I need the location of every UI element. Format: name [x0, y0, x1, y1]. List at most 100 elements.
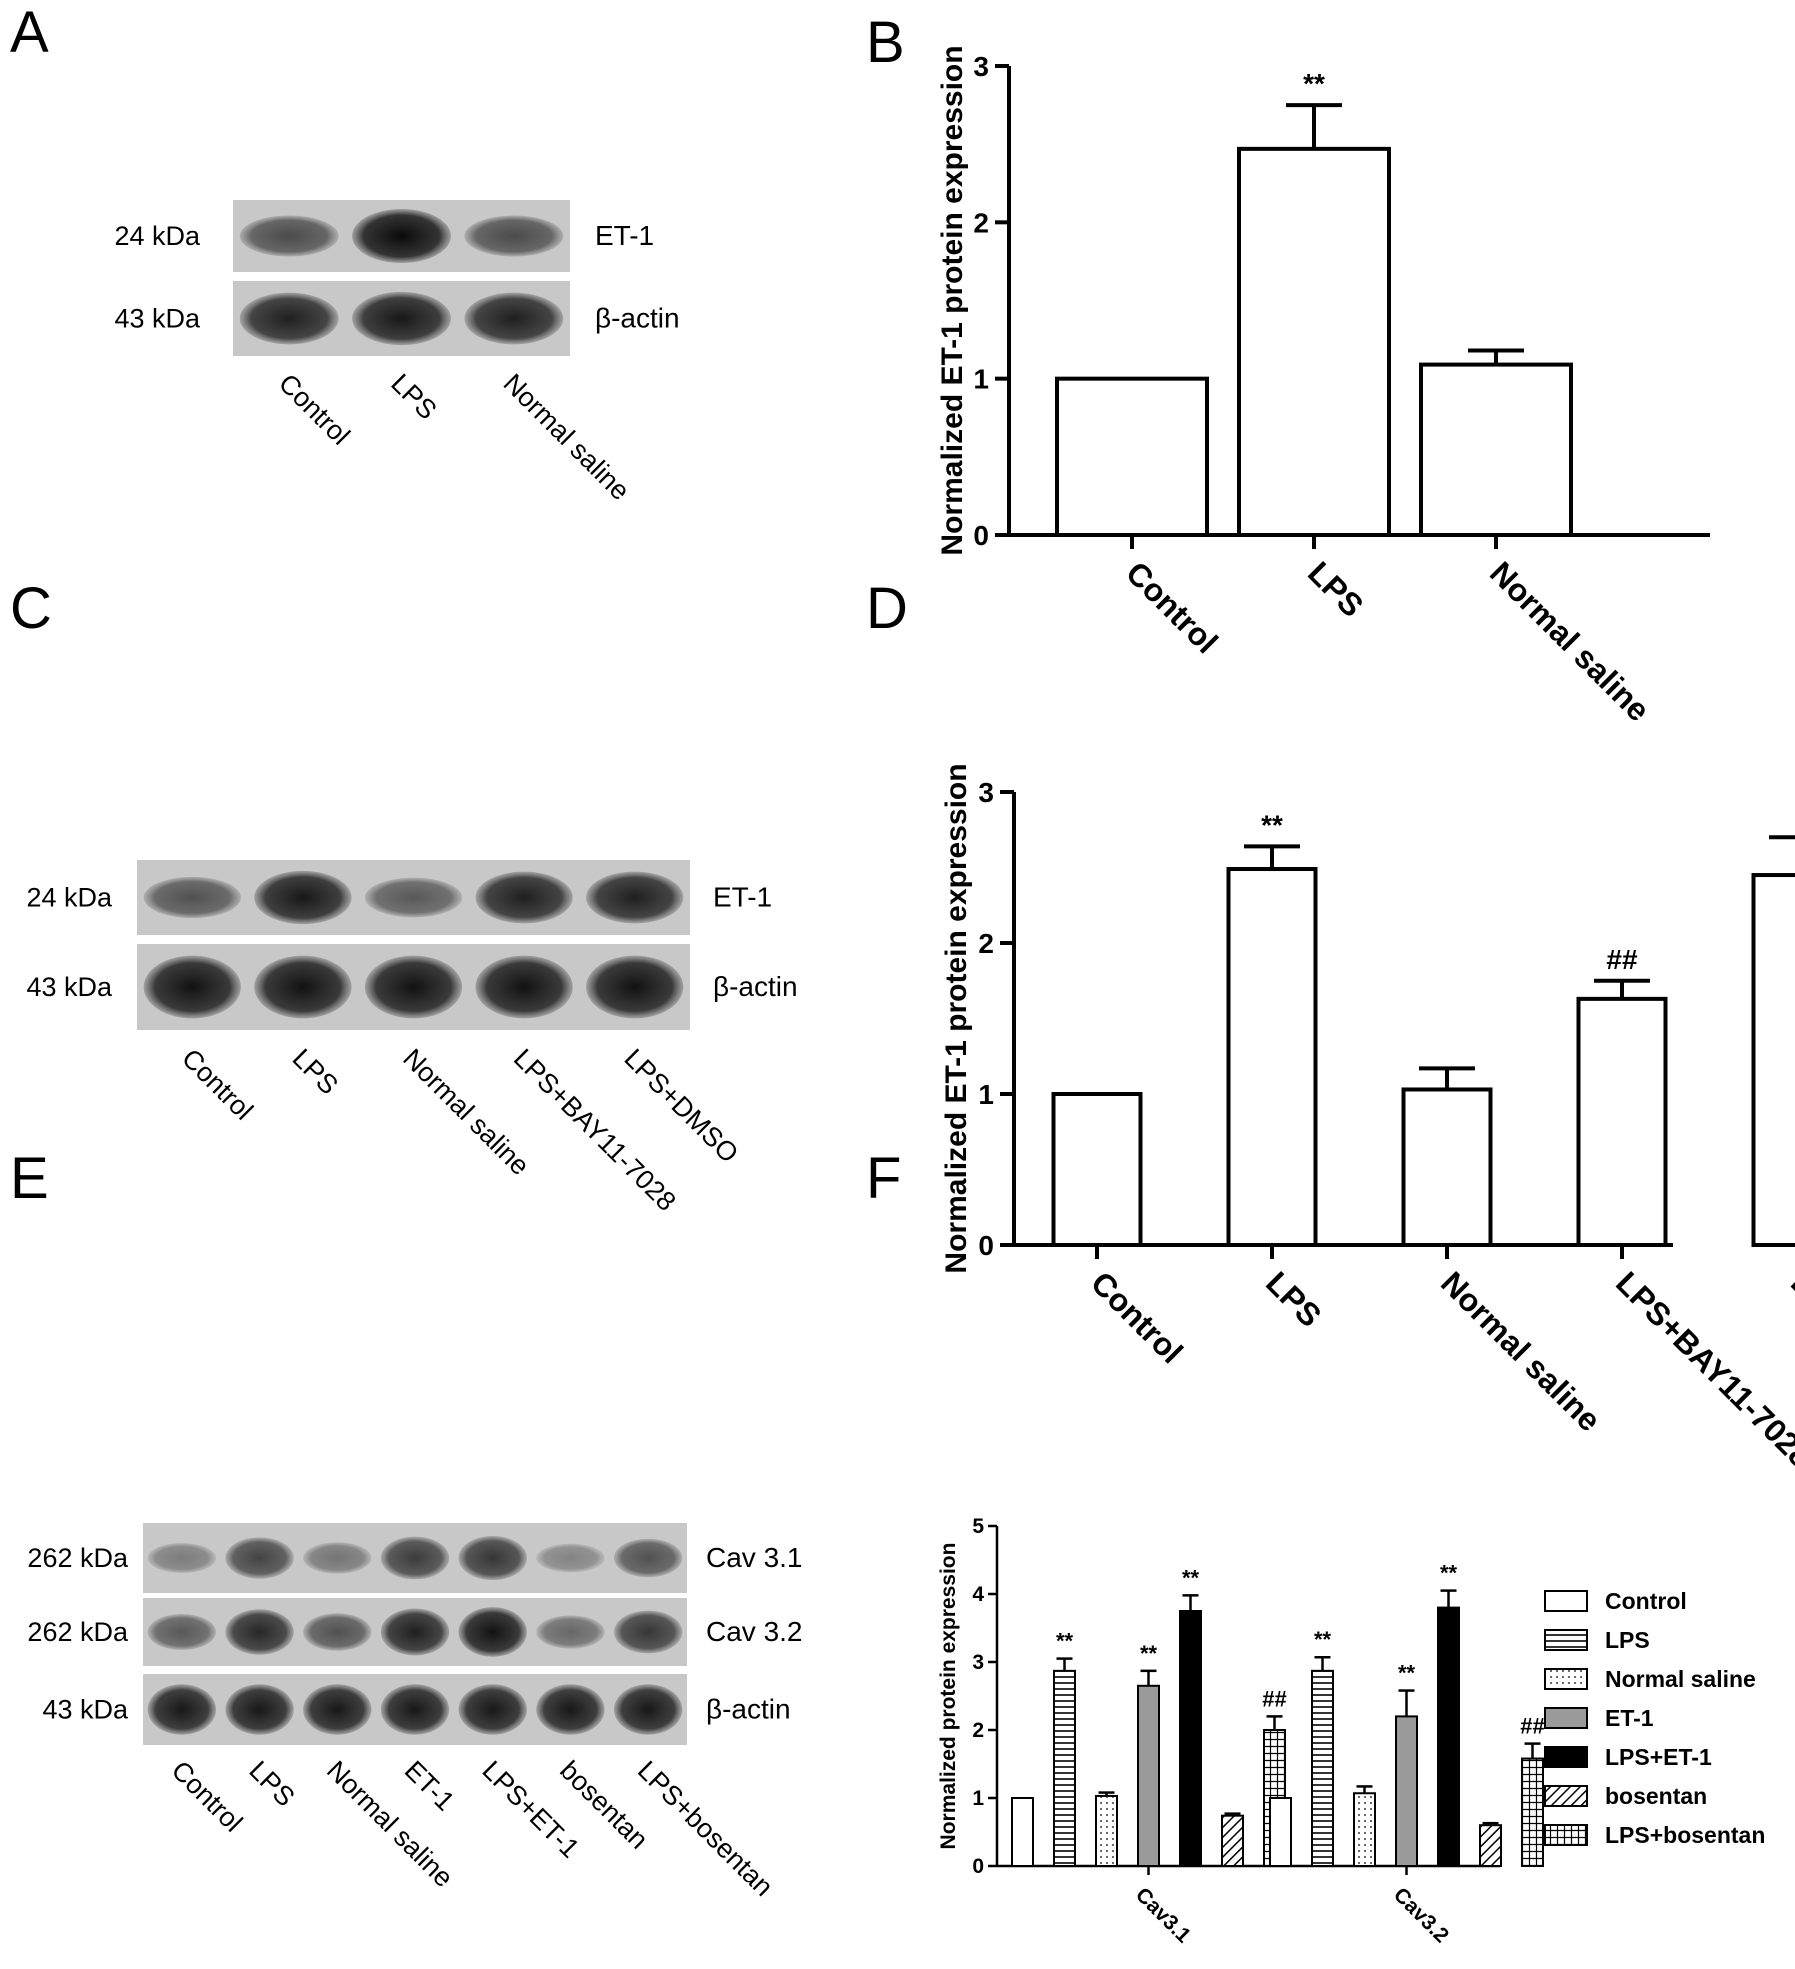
blot-band-cav-3-2-bosentan	[536, 1615, 605, 1649]
y-tick-label: 3	[973, 51, 989, 82]
lane-label-lps: LPS	[243, 1755, 300, 1812]
legend-swatch-control	[1544, 1590, 1588, 1612]
x-tick-label-lps-bay11-7028: LPS+BAY11-7028	[1609, 1264, 1795, 1474]
blot-kda-label: 24 kDa	[114, 221, 201, 251]
blot-band-cav-3-1-control	[147, 1542, 217, 1574]
lane-label-lps: LPS	[385, 368, 442, 425]
significance-et-1-cav3-2: **	[1398, 1661, 1416, 1686]
lane-label-et-1: ET-1	[399, 1755, 461, 1817]
x-tick-label-normal-saline: Normal saline	[1483, 554, 1657, 728]
x-tick-label-control: Control	[1084, 1264, 1190, 1370]
blot-band-actin-lps	[254, 955, 352, 1019]
legend-label-et-1: ET-1	[1605, 1705, 1654, 1731]
y-tick-label: 0	[973, 520, 989, 551]
western-blot-a: 24 kDa ET-1 43 kDa β-actin Control LPS Normal …	[114, 200, 680, 506]
blot-band-et-1-lps	[352, 209, 451, 263]
significance-lps-et-1-cav3-1: **	[1182, 1565, 1200, 1590]
bar-lps-et-1-cav3-1	[1179, 1610, 1202, 1867]
significance-lps-et-1-cav3-2: **	[1440, 1561, 1458, 1586]
blot-protein-label: β-actin	[595, 303, 680, 334]
bar-normal-saline-cav3-2	[1353, 1792, 1376, 1867]
bar-control-cav3-2	[1269, 1797, 1292, 1867]
y-tick-label: 1	[973, 364, 989, 395]
y-tick-label: 1	[972, 1787, 984, 1810]
y-tick-label: 2	[973, 207, 989, 238]
blot-band-cav-3-2-normal-saline	[303, 1613, 372, 1651]
significance-et-1-cav3-1: **	[1140, 1641, 1158, 1666]
blot-band-et-1-normal-saline	[364, 877, 463, 918]
x-tick-label-lps-dmso: LPS+DMSO	[1784, 1264, 1795, 1415]
lane-label-lps-bosentan: LPS+bosentan	[632, 1755, 779, 1902]
bar-chart-f: 0 1 2 3 4 5 Normalized protein expression ** ** *…	[937, 1515, 1765, 1948]
blot-band-cav-3-1-lps	[225, 1537, 294, 1579]
y-tick-label: 0	[972, 1855, 984, 1878]
y-tick-label: 2	[972, 1719, 984, 1742]
blot-band-et-1-lps-bay11-7028	[475, 871, 573, 924]
blot-band-cav-3-1-lps-et-1	[458, 1535, 527, 1581]
bar-lps-dmso	[1751, 873, 1795, 1247]
blot-band-cav-3-1-lps-bosentan	[613, 1538, 683, 1578]
lane-label-lps: LPS	[287, 1043, 344, 1100]
blot-kda-label: 43 kDa	[26, 972, 113, 1002]
significance-lps-cav3-1: **	[1056, 1629, 1074, 1654]
bar-lps-cav3-2	[1311, 1669, 1334, 1867]
blot-band-actin-normal-saline	[464, 292, 564, 345]
blot-protein-label: ET-1	[595, 220, 654, 251]
blot-kda-label: 262 kDa	[27, 1617, 129, 1647]
legend-label-lps: LPS	[1605, 1627, 1650, 1653]
significance-lps-bosentan-cav3-1: ##	[1262, 1686, 1286, 1711]
bar-lps-cav3-1	[1053, 1669, 1076, 1867]
bar-lps	[1237, 146, 1391, 538]
significance-lps-cav3-2: **	[1314, 1627, 1332, 1652]
blot-band-actin-normal-saline	[303, 1684, 372, 1735]
bar-et-1-cav3-1	[1137, 1684, 1160, 1868]
significance-lps-bay11-7028: ##	[1606, 944, 1638, 975]
legend-label-normal-saline: Normal saline	[1605, 1666, 1756, 1692]
legend-swatch-lps	[1544, 1629, 1588, 1651]
significance-lps: **	[1261, 809, 1283, 840]
y-axis-label: Normalized ET-1 protein expression	[936, 45, 969, 555]
legend-swatch-et-1	[1544, 1707, 1588, 1729]
blot-band-cav-3-1-bosentan	[536, 1543, 605, 1573]
blot-protein-label: β-actin	[713, 971, 798, 1002]
blot-band-et-1-control	[143, 876, 241, 919]
lane-label-normal-saline: Normal saline	[498, 368, 636, 506]
bar-normal-saline	[1419, 362, 1573, 538]
y-tick-label: 3	[978, 777, 994, 808]
panel-label-f: F	[866, 1146, 901, 1211]
bar-bosentan-cav3-2	[1479, 1824, 1502, 1867]
legend-label-bosentan: bosentan	[1605, 1783, 1707, 1809]
bar-lps	[1226, 867, 1318, 1247]
x-tick-label-lps: LPS	[1301, 554, 1370, 623]
bar-lps-bay11-7028	[1576, 996, 1668, 1247]
x-tick-label-cav3-1: Cav3.1	[1131, 1883, 1195, 1947]
panel-label-a: A	[10, 0, 49, 65]
blot-band-actin-bosentan	[536, 1684, 605, 1735]
panel-label-e: E	[10, 1146, 49, 1211]
blot-band-actin-lps	[352, 291, 451, 346]
blot-band-et-1-lps	[254, 870, 352, 925]
bar-et-1-cav3-2	[1395, 1715, 1418, 1868]
bar-lps-bosentan-cav3-2	[1521, 1757, 1544, 1868]
bar-control-cav3-1	[1011, 1797, 1034, 1867]
blot-band-actin-control	[143, 955, 241, 1019]
legend-swatch-normal-saline	[1544, 1668, 1588, 1690]
x-tick-label-normal-saline: Normal saline	[1434, 1264, 1608, 1438]
bar-lps-et-1-cav3-2	[1437, 1606, 1460, 1867]
blot-protein-label: Cav 3.1	[706, 1542, 803, 1573]
bar-normal-saline-cav3-1	[1095, 1794, 1118, 1867]
x-tick-label-control: Control	[1119, 554, 1225, 660]
x-tick-label-lps: LPS	[1259, 1264, 1328, 1333]
legend-swatch-lps-et-1	[1544, 1746, 1588, 1768]
western-blot-e: 262 kDa Cav 3.1 262 kDa Cav 3.2 43 kDa β-acti…	[27, 1523, 803, 1902]
blot-band-cav-3-2-control	[147, 1613, 217, 1651]
blot-band-cav-3-2-lps	[225, 1609, 294, 1655]
y-tick-label: 5	[972, 1515, 984, 1538]
blot-band-actin-control	[147, 1684, 217, 1735]
blot-band-actin-lps	[225, 1684, 294, 1735]
blot-band-cav-3-1-et-1	[380, 1536, 450, 1580]
bar-normal-saline	[1401, 1087, 1493, 1247]
x-tick-label-cav3-2: Cav3.2	[1389, 1883, 1453, 1947]
significance-lps-bosentan-cav3-2: ##	[1520, 1714, 1544, 1739]
